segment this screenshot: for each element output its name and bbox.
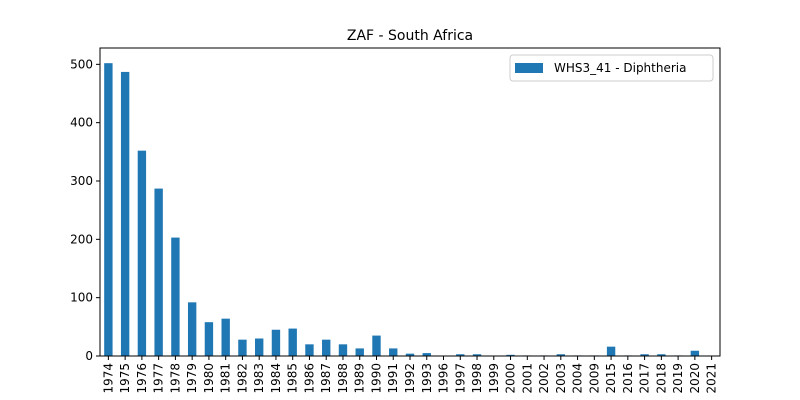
x-tick-label: 2021 xyxy=(705,363,719,394)
x-tick-label: 1998 xyxy=(470,363,484,394)
x-tick-label: 1991 xyxy=(386,363,400,394)
bar-1987 xyxy=(322,339,331,356)
bar-2017 xyxy=(640,354,649,356)
x-tick-label: 1985 xyxy=(286,363,300,394)
legend: WHS3_41 - Diphtheria xyxy=(509,54,714,82)
x-tick-label: 1977 xyxy=(152,363,166,394)
bars-layer xyxy=(104,63,700,357)
bar-1981 xyxy=(221,318,230,356)
x-tick-label: 1993 xyxy=(420,363,434,394)
bar-1975 xyxy=(120,71,130,357)
x-tick-label: 2017 xyxy=(638,363,652,394)
bar-2000 xyxy=(506,354,515,356)
x-tick-label: 1976 xyxy=(135,363,149,394)
y-tick-label: 0 xyxy=(85,349,93,363)
x-tick-label: 1981 xyxy=(219,363,233,394)
x-tick-label: 2015 xyxy=(604,363,618,394)
x-tick-label: 1980 xyxy=(202,363,216,394)
x-tick-label: 1986 xyxy=(302,363,316,394)
x-tick-label: 1984 xyxy=(269,363,283,394)
legend-box xyxy=(509,54,714,82)
bar-1974 xyxy=(104,63,113,357)
x-tick-label: 1978 xyxy=(168,363,182,394)
legend-label: WHS3_41 - Diphtheria xyxy=(554,61,686,75)
bar-1992 xyxy=(405,353,415,356)
bar-1984 xyxy=(271,329,281,356)
x-tick-label: 1983 xyxy=(252,363,266,394)
x-tick-label: 1997 xyxy=(453,363,467,394)
x-tick-label: 2020 xyxy=(688,363,702,394)
y-tick-label: 300 xyxy=(70,174,93,188)
x-tick-label: 1982 xyxy=(235,363,249,394)
y-axis: 0 100 200 300 400 500 xyxy=(70,57,100,363)
x-tick-label: 2019 xyxy=(671,363,685,394)
x-tick-label: 2003 xyxy=(554,363,568,394)
x-tick-label: 1996 xyxy=(437,363,451,394)
bar-1985 xyxy=(288,328,297,356)
bar-1976 xyxy=(137,150,147,356)
bar-1979 xyxy=(187,302,197,356)
bar-2003 xyxy=(556,354,565,356)
y-tick-label: 200 xyxy=(70,232,93,246)
bar-1993 xyxy=(422,353,431,356)
bar-1983 xyxy=(255,338,264,356)
x-tick-label: 1974 xyxy=(101,363,115,394)
y-tick-label: 500 xyxy=(70,57,93,71)
y-tick-label: 100 xyxy=(70,291,93,305)
x-tick-label: 1999 xyxy=(487,363,501,394)
x-tick-label: 1979 xyxy=(185,363,199,394)
bar-1998 xyxy=(472,354,482,356)
x-tick-label: 1990 xyxy=(369,363,383,394)
bar-1982 xyxy=(238,339,247,356)
x-tick-label: 1987 xyxy=(319,363,333,394)
bar-2020 xyxy=(690,350,700,356)
bar-1991 xyxy=(389,348,398,356)
bar-1986 xyxy=(305,344,314,356)
x-tick-label: 1989 xyxy=(353,363,367,394)
x-axis: 1974 1975 1976 1977 1978 1979 1980 1981 1982 1983… xyxy=(101,356,719,394)
x-tick-label: 2001 xyxy=(520,363,534,394)
x-tick-label: 2004 xyxy=(571,363,585,394)
bar-2018 xyxy=(657,354,666,356)
x-tick-label: 1975 xyxy=(118,363,132,394)
plot-frame xyxy=(99,47,721,357)
bar-1977 xyxy=(154,188,163,356)
chart-title: ZAF - South Africa xyxy=(347,28,473,44)
x-tick-label: 2002 xyxy=(537,363,551,394)
bar-2015 xyxy=(606,346,616,356)
x-tick-label: 1988 xyxy=(336,363,350,394)
bar-1997 xyxy=(456,354,465,356)
x-tick-label: 2000 xyxy=(504,363,518,394)
y-tick-label: 400 xyxy=(70,116,93,130)
x-tick-label: 2018 xyxy=(654,363,668,394)
bar-1980 xyxy=(204,322,214,356)
bar-1988 xyxy=(338,344,348,356)
bar-1978 xyxy=(171,237,180,356)
legend-swatch xyxy=(515,63,543,73)
x-tick-label: 2016 xyxy=(621,363,635,394)
x-tick-label: 2009 xyxy=(587,363,601,394)
bar-1990 xyxy=(372,335,381,356)
x-tick-label: 1992 xyxy=(403,363,417,394)
bar-1989 xyxy=(355,348,364,356)
